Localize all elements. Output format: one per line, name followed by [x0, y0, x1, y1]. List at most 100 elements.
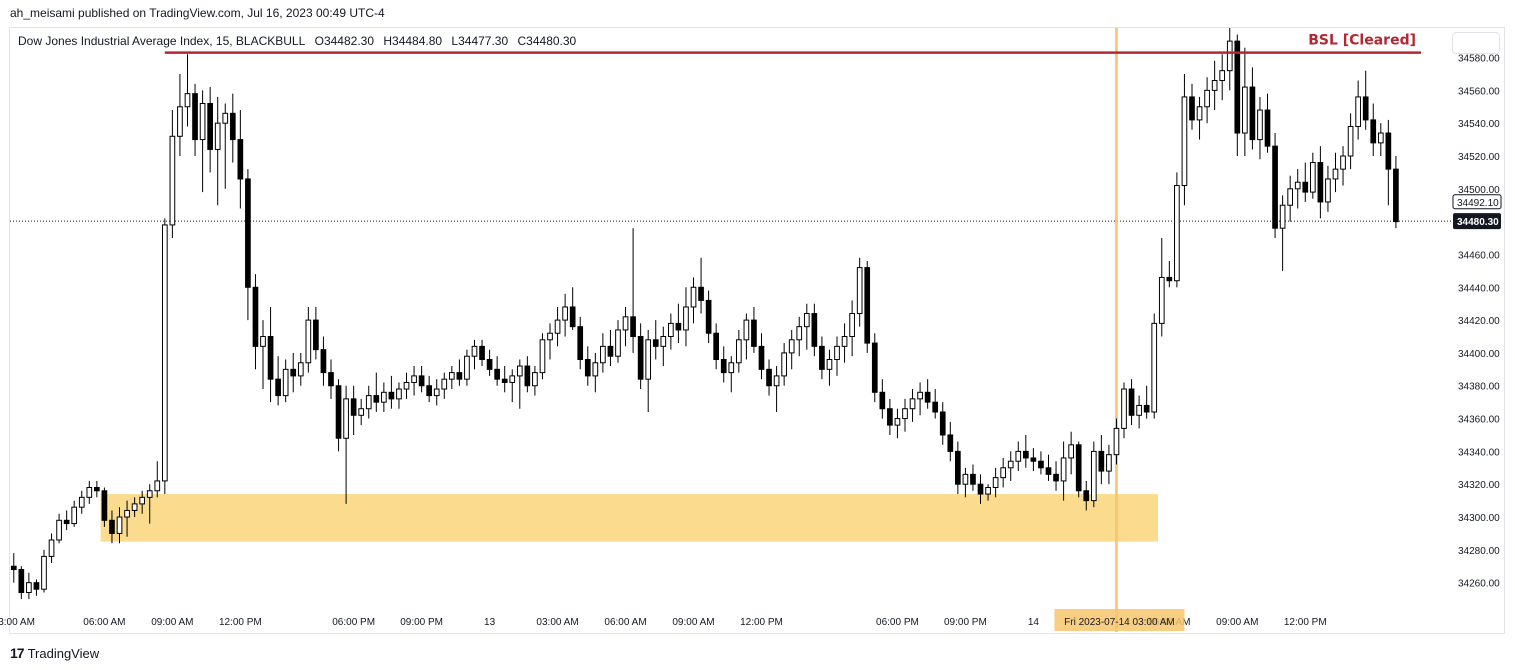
candle-body: [1234, 40, 1241, 134]
crosshair-price-box: [1452, 194, 1502, 210]
candle-body: [418, 375, 425, 387]
legend-symbol: Dow Jones Industrial Average Index, 15, …: [18, 34, 306, 48]
legend-close: C34480.30: [517, 34, 577, 48]
x-tick-label: 09:00 AM: [1216, 617, 1258, 628]
candle-body: [1075, 444, 1082, 492]
candle-body: [743, 319, 750, 341]
candle-body: [169, 135, 176, 226]
candle-body: [214, 122, 221, 150]
candle-body: [1166, 276, 1173, 282]
candle-body: [494, 368, 500, 380]
candle-body: [335, 385, 342, 439]
candle-body: [501, 378, 508, 383]
candle-body: [48, 539, 55, 557]
candle-body: [222, 112, 229, 124]
candle-body: [690, 286, 697, 308]
candle-body: [1347, 125, 1354, 157]
candle-body: [1249, 86, 1256, 141]
candle-body: [924, 391, 931, 403]
candle-body: [396, 388, 402, 400]
crosshair-price-label: 34492.10: [1457, 198, 1499, 209]
candle-body: [63, 519, 70, 525]
candle-body: [592, 362, 599, 377]
candle-body: [735, 339, 742, 364]
candle-body: [539, 339, 546, 374]
candle-body: [871, 342, 878, 393]
candle-body: [1385, 132, 1392, 170]
candle-body: [1151, 322, 1158, 413]
candle-body: [1264, 109, 1271, 147]
bsl-label: BSL [Cleared]: [1308, 33, 1416, 49]
candle-body: [426, 385, 433, 397]
footer: 17 TradingView: [10, 645, 99, 661]
candle-body: [109, 519, 115, 534]
candle-body: [1226, 40, 1233, 72]
candle-body: [720, 358, 727, 374]
candle-body: [615, 329, 621, 357]
candle-body: [554, 319, 561, 334]
y-tick-label: 34500.00: [1458, 185, 1500, 196]
candle-body: [1045, 467, 1052, 475]
candle-body: [970, 473, 976, 485]
candle-body: [365, 395, 372, 410]
x-tick-label: 03:00 AM: [0, 617, 35, 628]
candle-body: [819, 345, 825, 370]
y-tick-label: 34280.00: [1458, 546, 1500, 557]
candle-body: [305, 319, 312, 364]
candle-body: [403, 381, 410, 390]
candle-body: [479, 345, 485, 360]
current-price-box: [1453, 213, 1501, 230]
candle-body: [751, 319, 757, 347]
candle-body: [116, 516, 123, 534]
candle-body: [199, 102, 206, 141]
current-price-label: 34480.30: [1457, 217, 1499, 228]
chart-control-box[interactable]: [1452, 32, 1500, 54]
candle-body: [834, 345, 840, 360]
candle-body: [909, 398, 916, 410]
candle-body: [1362, 96, 1369, 121]
candle-body: [464, 355, 470, 380]
y-tick-label: 34420.00: [1458, 316, 1500, 327]
candle-body: [1317, 162, 1324, 203]
candle-body: [841, 336, 848, 347]
candle-body: [41, 555, 47, 590]
candle-body: [71, 506, 78, 525]
legend-low: L34477.30: [451, 34, 509, 48]
candle-body: [1279, 204, 1286, 229]
candle-body: [33, 582, 40, 590]
candle-body: [932, 401, 939, 413]
candle-body: [1257, 109, 1263, 141]
candle-body: [373, 395, 380, 403]
candle-body: [486, 358, 493, 370]
candle-body: [86, 486, 93, 498]
candle-body: [1332, 168, 1339, 180]
candle-body: [252, 286, 259, 347]
y-tick-label: 34520.00: [1458, 152, 1500, 163]
candle-body: [577, 326, 584, 360]
candle-body: [1174, 185, 1180, 282]
candle-body: [849, 313, 855, 338]
candle-body: [297, 362, 304, 377]
chart-frame: [9, 27, 1505, 634]
candle-body: [826, 358, 833, 370]
candle-body: [1038, 460, 1044, 469]
candle-body: [1136, 404, 1142, 416]
candle-body: [675, 322, 682, 331]
candle-body: [1143, 404, 1150, 413]
candle-body: [1015, 450, 1022, 462]
candle-body: [1060, 457, 1067, 482]
candle-body: [441, 378, 448, 390]
candle-body: [562, 306, 568, 321]
candle-body: [713, 332, 720, 360]
candle-body: [101, 490, 108, 521]
candle-body: [1272, 145, 1278, 229]
x-tick-label: 09:00 AM: [151, 617, 193, 628]
candle-body: [887, 408, 893, 426]
candle-body: [773, 375, 780, 387]
candle-body: [652, 339, 659, 347]
y-tick-label: 34400.00: [1458, 349, 1500, 360]
candle-body: [1007, 460, 1014, 469]
x-tick-label: 09:00 AM: [672, 617, 714, 628]
x-tick-label: 06:00 PM: [332, 617, 375, 628]
